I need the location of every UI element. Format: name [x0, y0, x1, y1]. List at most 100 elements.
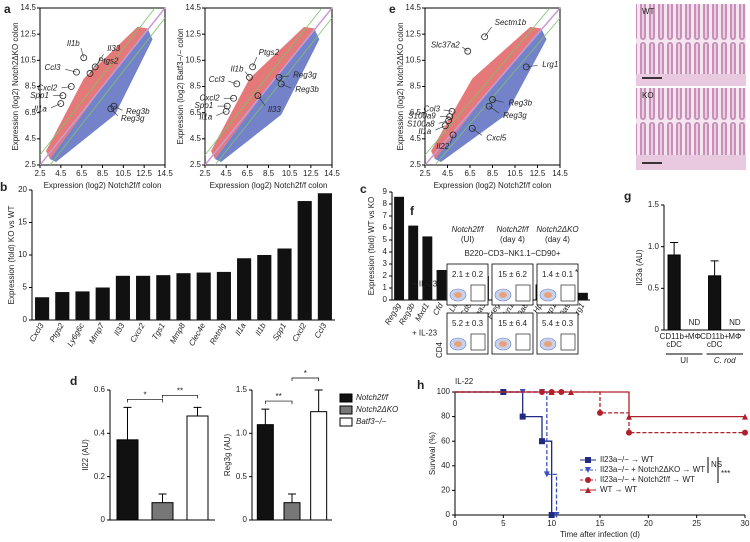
- x-tick-label: 12.5: [303, 169, 319, 178]
- sig-bracket: [162, 394, 198, 399]
- x-axis-label: Expression (log2) Notch2f/f colon: [210, 181, 328, 190]
- x-tick-label: MΦ: [728, 332, 741, 341]
- gene-point: [445, 117, 453, 124]
- x-tick-label: CD11b+: [660, 332, 689, 341]
- point: [548, 512, 555, 518]
- legend-label: Notch2f/f: [356, 393, 389, 402]
- gene-point: [254, 92, 262, 100]
- error-bar: [261, 408, 270, 425]
- bar: [436, 270, 447, 300]
- leader-line: [438, 120, 449, 124]
- gene-label: Reg3b: [126, 107, 150, 116]
- gene-label: Il1a: [199, 112, 212, 121]
- gate-value: 15 ± 6.4: [498, 319, 527, 328]
- y-tick-label: 2.5: [25, 160, 37, 169]
- x-tick-label: 4.5: [221, 169, 233, 178]
- bar: [283, 502, 301, 521]
- gene-point: [223, 102, 231, 110]
- gene-label: Ccl3: [44, 63, 61, 72]
- bar: [237, 258, 252, 320]
- leader-line: [245, 71, 250, 78]
- gene-label: Sectm1b: [495, 18, 527, 27]
- histology-label: WT: [642, 7, 655, 16]
- gene-label: S100a9: [408, 112, 436, 121]
- panel-label: a: [4, 2, 11, 16]
- panel-label: c: [360, 182, 367, 196]
- y-tick-label: 1.0: [236, 428, 248, 437]
- gate-value: 2.1 ± 0.2: [452, 270, 484, 279]
- cell-cluster-core: [499, 292, 507, 298]
- gene-point: [246, 73, 253, 81]
- point: [585, 477, 591, 483]
- leader-line: [65, 69, 77, 73]
- y-tick-label: 2.5: [410, 160, 422, 169]
- x-tick-label: Mmp8: [168, 321, 187, 345]
- gene-point: [481, 33, 489, 41]
- legend-label: WT → WT: [600, 485, 637, 494]
- legend-swatch: [339, 417, 353, 427]
- histology: WT KO: [636, 4, 746, 170]
- bar: [708, 275, 722, 331]
- histology-base: [636, 74, 746, 86]
- survival-line: [455, 391, 553, 515]
- bar: [196, 272, 211, 320]
- gene-point: [73, 68, 80, 76]
- gate: [560, 284, 576, 302]
- legend-swatch: [339, 405, 353, 415]
- point: [626, 429, 632, 436]
- x-tick-label: 0: [453, 519, 458, 528]
- survival-line: [455, 391, 745, 418]
- y-axis-label: Expression (log2) Notch2ΔKO colon: [11, 22, 20, 150]
- y-tick-label: 5: [383, 235, 388, 244]
- sig-label: *: [304, 369, 307, 378]
- gate-value: 5.4 ± 0.3: [542, 319, 574, 328]
- y-tick-label: 14.5: [20, 3, 36, 12]
- column-condition: (UI): [461, 235, 475, 244]
- gene-label: Reg3b: [295, 85, 319, 94]
- y-tick-label: 10.5: [20, 55, 36, 64]
- y-tick-label: 0.2: [94, 472, 106, 481]
- leader-line: [472, 128, 483, 136]
- gene-point: [57, 100, 65, 107]
- y-tick-label: 10: [18, 250, 27, 259]
- leader-line: [94, 54, 104, 68]
- gene-label: Il33: [268, 105, 281, 114]
- leader-line: [252, 56, 258, 67]
- leader-line: [257, 95, 266, 106]
- leader-line: [89, 64, 96, 74]
- x-tick-label: 14.5: [157, 169, 173, 178]
- x-tick-label: cDC: [666, 340, 682, 349]
- y-tick-label: 4: [383, 247, 388, 256]
- y-tick-label: 3: [383, 259, 388, 268]
- bar: [55, 292, 70, 320]
- cell-cluster-core: [454, 341, 462, 347]
- gene-point: [80, 54, 88, 62]
- x-tick-label: 8.5: [487, 169, 499, 178]
- x-tick-label: 10.5: [282, 169, 298, 178]
- y-axis-label: Expression (fold) WT vs KO: [367, 197, 376, 296]
- x-tick-label: 6.5: [242, 169, 254, 178]
- value-label: ND: [689, 318, 701, 327]
- group-label: C. rod: [714, 356, 736, 365]
- fold-line: [424, 7, 551, 156]
- group-label: UI: [680, 356, 688, 365]
- y-tick-label: 0: [101, 515, 106, 524]
- point: [626, 413, 632, 420]
- gene-label: S100a8: [407, 120, 435, 129]
- diagonal: [204, 7, 333, 166]
- gene-label: Cxcl2: [200, 93, 221, 102]
- gene-label: Il1b: [67, 39, 80, 48]
- panel-label: h: [417, 378, 424, 392]
- legend-label: Il23a−/− + Notch2f/f → WT: [600, 475, 695, 484]
- y-axis-label: Il23a (AU): [635, 249, 644, 285]
- gate-value: 5.2 ± 0.3: [452, 319, 484, 328]
- bar: [35, 297, 50, 320]
- x-tick-label: 4.5: [55, 169, 67, 178]
- y-tick-label: 4.5: [25, 134, 37, 143]
- y-tick-label: 6: [383, 223, 388, 232]
- point: [553, 512, 560, 518]
- leader-line: [526, 65, 538, 68]
- gene-point: [277, 80, 285, 88]
- gene-point: [86, 70, 94, 77]
- y-tick-label: 8: [383, 199, 388, 208]
